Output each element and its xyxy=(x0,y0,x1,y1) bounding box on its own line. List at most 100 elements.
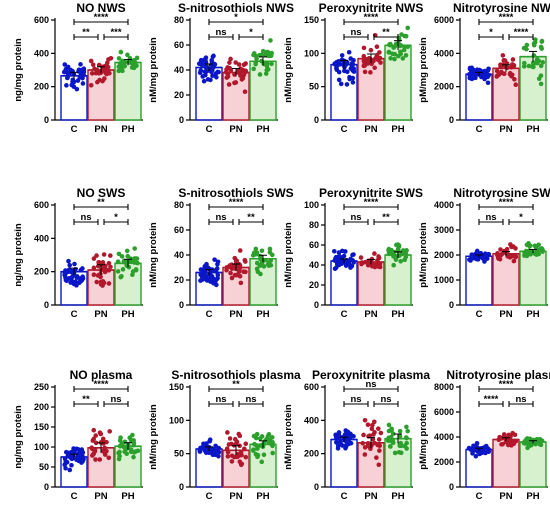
data-point-PH xyxy=(124,248,130,254)
data-point-PH xyxy=(259,434,265,439)
x-category-label: PN xyxy=(229,309,242,320)
significance-label: ** xyxy=(247,212,255,223)
data-point-PH xyxy=(267,250,273,255)
y-tick-label: 200 xyxy=(34,267,49,277)
data-point-C xyxy=(477,67,482,73)
data-point-PN xyxy=(511,63,517,68)
panel-8: Nitrotyrosine SWS pM/mg protein 0 1000 2000 3… xyxy=(418,186,550,320)
data-point-C xyxy=(346,439,352,445)
data-point-C xyxy=(344,82,350,87)
y-tick-label: 40 xyxy=(174,65,184,75)
data-point-PN xyxy=(241,269,246,274)
data-point-PH xyxy=(388,55,393,61)
data-point-PN xyxy=(91,427,97,433)
y-tick-label: 100 xyxy=(34,442,49,452)
data-point-PH xyxy=(531,64,536,70)
data-point-PH xyxy=(386,422,392,428)
data-point-PN xyxy=(499,69,504,75)
data-point-C xyxy=(62,69,68,74)
y-tick-label: 0 xyxy=(44,300,49,310)
y-axis-label: nM/mg protein xyxy=(283,404,294,470)
x-category-label: PN xyxy=(229,491,242,502)
data-point-PH xyxy=(260,48,266,54)
data-point-PN xyxy=(371,419,377,425)
data-point-PN xyxy=(225,454,231,459)
data-point-C xyxy=(80,75,85,81)
data-point-C xyxy=(338,81,344,87)
data-point-PH xyxy=(405,428,411,434)
data-point-PN xyxy=(513,82,519,88)
data-point-PN xyxy=(90,452,96,457)
data-point-PN xyxy=(368,47,374,53)
panel-title: Nitrotyrosine SWS xyxy=(453,186,550,200)
data-point-PN xyxy=(237,273,243,279)
data-point-PH xyxy=(527,243,533,249)
data-point-PN xyxy=(361,58,367,64)
y-axis-label: pM/mg protein xyxy=(418,37,429,103)
x-category-label: PH xyxy=(121,124,134,135)
data-point-PH xyxy=(122,439,128,445)
panel-title: Peroxynitrite plasma xyxy=(312,368,430,382)
data-point-PH xyxy=(536,76,542,81)
data-point-C xyxy=(351,252,356,257)
y-axis-label: pM/mg protein xyxy=(418,404,429,470)
data-point-PN xyxy=(370,422,375,428)
panel-9: NO plasma ng/mg protein 0 50 100 150 200 250 C PN… xyxy=(13,368,143,502)
data-point-C xyxy=(201,442,207,447)
x-category-label: C xyxy=(476,491,483,502)
data-point-PN xyxy=(376,262,382,268)
y-tick-label: 0 xyxy=(179,300,184,310)
data-point-PH xyxy=(130,272,135,278)
y-axis-label: nM/mg protein xyxy=(283,222,294,288)
data-point-PH xyxy=(269,61,274,67)
data-point-C xyxy=(64,460,70,465)
y-tick-label: 400 xyxy=(34,48,49,58)
data-point-PN xyxy=(100,436,106,442)
data-point-C xyxy=(350,80,356,85)
data-point-PH xyxy=(524,46,529,52)
data-point-PH xyxy=(531,41,537,47)
x-category-label: PH xyxy=(121,309,134,320)
data-point-PN xyxy=(372,251,377,256)
data-point-C xyxy=(348,264,354,269)
significance-label: ns xyxy=(350,212,361,223)
data-point-C xyxy=(74,86,80,92)
x-category-label: C xyxy=(341,491,348,502)
data-point-PN xyxy=(377,448,382,453)
data-point-C xyxy=(473,453,479,459)
data-point-C xyxy=(216,449,222,455)
significance-label: ns xyxy=(215,394,226,405)
data-point-C xyxy=(346,49,352,55)
data-point-PN xyxy=(226,442,232,447)
data-point-C xyxy=(340,443,345,448)
data-point-PN xyxy=(108,264,113,270)
data-point-PN xyxy=(508,441,513,447)
significance-label: **** xyxy=(499,12,514,23)
x-category-label: PN xyxy=(499,309,512,320)
data-point-PH xyxy=(125,52,130,58)
data-point-C xyxy=(75,452,81,457)
data-point-PH xyxy=(254,260,260,266)
data-point-PH xyxy=(402,33,407,39)
y-tick-label: 80 xyxy=(174,15,184,25)
data-point-C xyxy=(343,432,348,437)
x-category-label: C xyxy=(71,309,78,320)
y-tick-label: 150 xyxy=(169,382,184,392)
data-point-PN xyxy=(358,255,364,260)
data-point-C xyxy=(211,280,216,286)
x-category-label: PN xyxy=(499,124,512,135)
data-point-C xyxy=(80,276,86,281)
data-point-C xyxy=(336,254,341,260)
data-point-PH xyxy=(125,253,131,259)
data-point-PN xyxy=(494,74,500,79)
data-point-PN xyxy=(93,440,99,446)
data-point-PN xyxy=(104,71,109,77)
data-point-PH xyxy=(526,63,532,69)
significance-label: **** xyxy=(94,379,109,390)
significance-label: * xyxy=(234,12,238,23)
data-point-PN xyxy=(238,66,243,71)
data-point-PH xyxy=(390,440,396,446)
significance-label: ** xyxy=(82,394,90,405)
data-point-C xyxy=(72,261,77,267)
